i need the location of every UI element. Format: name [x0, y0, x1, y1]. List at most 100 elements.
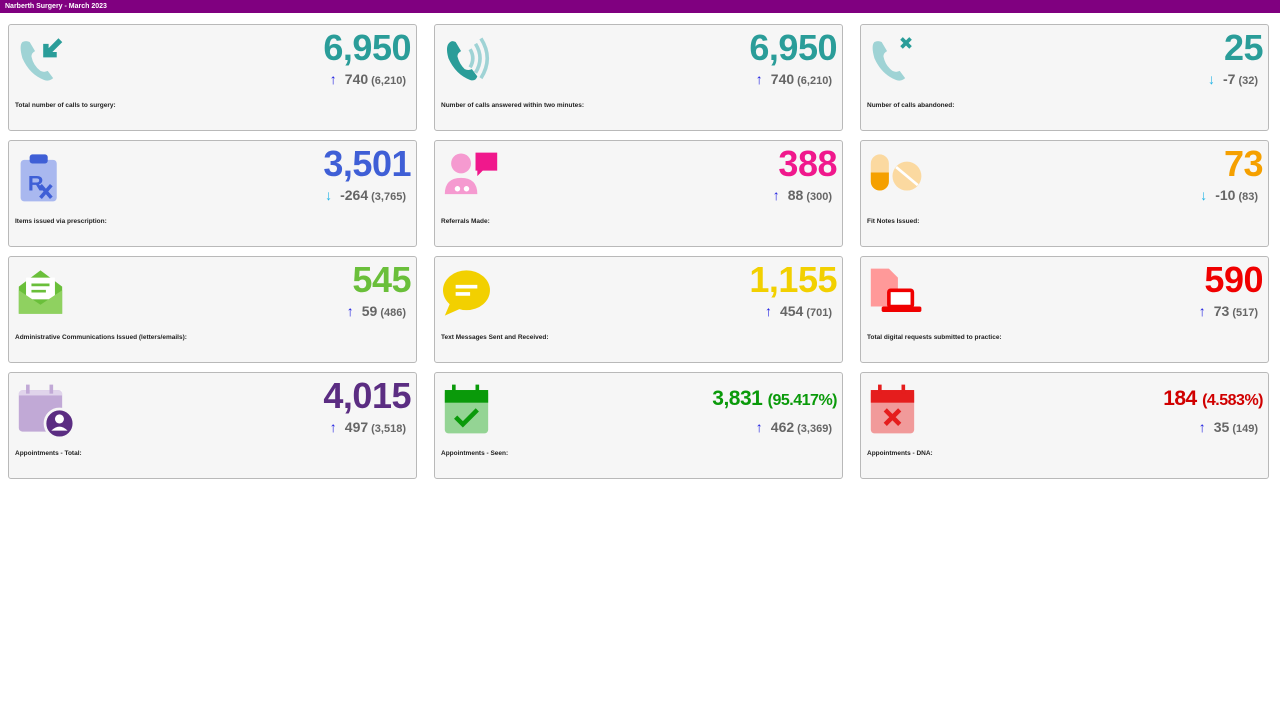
kpi-change: ↓ -10 (83) — [1200, 187, 1258, 203]
kpi-change: ↑ 59 (486) — [347, 303, 406, 319]
kpi-card: 545 ↑ 59 (486) Administrative Communicatio… — [8, 256, 417, 363]
kpi-percent: (4.583%) — [1202, 392, 1263, 409]
kpi-card: 590 ↑ 73 (517) Total digital requests subm… — [860, 256, 1269, 363]
mail-open-icon — [18, 270, 63, 314]
kpi-percent: (95.417%) — [767, 392, 838, 409]
kpi-value-number: 25 — [1223, 27, 1264, 68]
kpi-change-value: 740 — [344, 71, 369, 87]
kpi-change-value: 497 — [344, 419, 369, 435]
kpi-label: Appointments - Seen: — [441, 450, 509, 457]
kpi-card: R 3,501 ↓ -264 (3,765) Items issued via pr… — [8, 140, 417, 247]
kpi-label: Number of calls abandoned: — [867, 102, 955, 109]
kpi-value: 184 (4.583%) — [1163, 387, 1263, 411]
kpi-change-value: 35 — [1213, 419, 1230, 435]
kpi-label: Referrals Made: — [441, 218, 490, 225]
arrow-up-icon: ↑ — [755, 71, 763, 87]
kpi-value-number: 590 — [1204, 259, 1263, 300]
kpi-value: 73 — [1223, 143, 1264, 185]
kpi-change-value: 59 — [361, 303, 378, 319]
kpi-value-number: 73 — [1223, 143, 1264, 184]
phone-ringing-icon — [446, 37, 490, 81]
kpi-change-value: -10 — [1215, 187, 1236, 203]
arrow-up-icon: ↑ — [772, 187, 780, 203]
kpi-value-number: 6,950 — [323, 27, 411, 68]
kpi-label: Administrative Communications Issued (le… — [15, 334, 187, 341]
kpi-label: Items issued via prescription: — [15, 218, 107, 225]
kpi-change-value: -264 — [340, 187, 369, 203]
kpi-card: 3,831 (95.417%) ↑ 462 (3,369) Appointments… — [434, 372, 843, 479]
calendar-check-icon — [444, 384, 489, 434]
arrow-up-icon: ↑ — [1198, 419, 1206, 435]
kpi-previous-value: (517) — [1232, 307, 1258, 319]
kpi-previous-value: (300) — [806, 191, 832, 203]
svg-text:R: R — [28, 171, 44, 196]
kpi-previous-value: (3,765) — [371, 191, 406, 203]
kpi-card: 73 ↓ -10 (83) Fit Notes Issued: — [860, 140, 1269, 247]
kpi-change: ↑ 73 (517) — [1199, 303, 1258, 319]
kpi-change-value: 73 — [1213, 303, 1230, 319]
arrow-up-icon: ↑ — [346, 303, 354, 319]
phone-missed-icon — [872, 37, 912, 81]
kpi-value: 25 — [1223, 27, 1264, 69]
arrow-up-icon: ↑ — [1198, 303, 1206, 319]
kpi-change: ↑ 462 (3,369) — [756, 419, 832, 435]
kpi-card: 388 ↑ 88 (300) Referrals Made: — [434, 140, 843, 247]
kpi-value: 3,831 (95.417%) — [712, 387, 837, 411]
kpi-change: ↑ 454 (701) — [765, 303, 832, 319]
kpi-value-number: 3,831 — [712, 387, 763, 410]
arrow-up-icon: ↑ — [329, 419, 337, 435]
calendar-cross-icon — [870, 384, 915, 434]
kpi-value-number: 184 — [1163, 387, 1197, 410]
doctor-chat-icon — [444, 152, 498, 195]
kpi-value: 6,950 — [749, 27, 837, 69]
kpi-card: 4,015 ↑ 497 (3,518) Appointments - Total: — [8, 372, 417, 479]
kpi-label: Text Messages Sent and Received: — [441, 334, 549, 341]
arrow-up-icon: ↑ — [764, 303, 772, 319]
kpi-value-number: 1,155 — [749, 259, 837, 300]
arrow-down-icon: ↓ — [325, 187, 333, 203]
kpi-change: ↑ 35 (149) — [1199, 419, 1258, 435]
kpi-label: Number of calls answered within two minu… — [441, 102, 585, 109]
prescription-clipboard-icon: R — [20, 154, 57, 202]
calendar-user-icon — [18, 384, 73, 437]
kpi-previous-value: (6,210) — [797, 75, 832, 87]
kpi-card: 25 ↓ -7 (32) Number of calls abandoned: — [860, 24, 1269, 131]
kpi-value-number: 4,015 — [323, 375, 411, 416]
kpi-change: ↓ -264 (3,765) — [325, 187, 406, 203]
kpi-value-number: 3,501 — [323, 143, 411, 184]
kpi-value: 4,015 — [323, 375, 411, 417]
kpi-card: 6,950 ↑ 740 (6,210) Total number of calls … — [8, 24, 417, 131]
kpi-change: ↑ 740 (6,210) — [330, 71, 406, 87]
kpi-label: Appointments - Total: — [15, 450, 82, 457]
kpi-value: 388 — [778, 143, 837, 185]
arrow-up-icon: ↑ — [755, 419, 763, 435]
kpi-change-value: -7 — [1222, 71, 1236, 87]
kpi-value: 545 — [352, 259, 411, 301]
kpi-previous-value: (3,518) — [371, 423, 406, 435]
kpi-change-value: 462 — [770, 419, 795, 435]
kpi-label: Total number of calls to surgery: — [15, 102, 116, 109]
kpi-previous-value: (83) — [1238, 191, 1258, 203]
kpi-label: Appointments - DNA: — [867, 450, 933, 457]
arrow-up-icon: ↑ — [329, 71, 337, 87]
kpi-previous-value: (701) — [806, 307, 832, 319]
kpi-change: ↑ 88 (300) — [773, 187, 832, 203]
kpi-change: ↑ 497 (3,518) — [330, 419, 406, 435]
kpi-change-value: 454 — [779, 303, 804, 319]
kpi-previous-value: (3,369) — [797, 423, 832, 435]
kpi-value: 3,501 — [323, 143, 411, 185]
kpi-value: 6,950 — [323, 27, 411, 69]
kpi-previous-value: (486) — [380, 307, 406, 319]
kpi-change: ↑ 740 (6,210) — [756, 71, 832, 87]
arrow-down-icon: ↓ — [1200, 187, 1208, 203]
kpi-card: 184 (4.583%) ↑ 35 (149) Appointments - DNA… — [860, 372, 1269, 479]
kpi-previous-value: (6,210) — [371, 75, 406, 87]
kpi-value: 1,155 — [749, 259, 837, 301]
kpi-card: 1,155 ↑ 454 (701) Text Messages Sent and R… — [434, 256, 843, 363]
kpi-card: 6,950 ↑ 740 (6,210) Number of calls answer… — [434, 24, 843, 131]
phone-incoming-icon — [20, 38, 63, 81]
kpi-previous-value: (149) — [1232, 423, 1258, 435]
kpi-change-value: 740 — [770, 71, 795, 87]
speech-bubble-icon — [443, 270, 490, 316]
kpi-change-value: 88 — [787, 187, 804, 203]
